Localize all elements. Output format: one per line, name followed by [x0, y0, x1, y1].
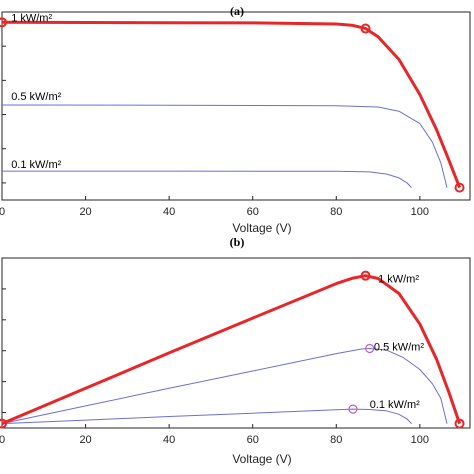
panel-title: (b) — [230, 235, 245, 249]
series-line — [2, 170, 412, 188]
x-tick-label: 100 — [411, 434, 429, 446]
x-tick-label: 0 — [0, 434, 5, 446]
x-tick-label: 100 — [411, 206, 429, 218]
x-tick-label: 60 — [247, 434, 259, 446]
series-label: 0.1 kW/m² — [370, 399, 420, 411]
chart-panel-a: 0 20 40 60 80 100 (a) Voltage (V) 0.5 kW/m² 0.1 k… — [0, 4, 471, 235]
series-line — [1, 20, 461, 189]
series-marker — [0, 17, 7, 28]
chart-panel-b: 0 20 40 60 80 100 (b) Voltage (V) 0.5 kW/m² 0.1 k… — [0, 235, 471, 466]
plot-frame — [1, 257, 471, 429]
series-line — [1, 348, 448, 425]
x-axis-label: Voltage (V) — [232, 452, 291, 466]
x-tick-label: 40 — [163, 434, 175, 446]
series-marker — [360, 23, 371, 34]
series-marker — [365, 343, 375, 354]
series-line — [1, 104, 448, 188]
plot-frame — [1, 11, 471, 201]
series-label: 1 kW/m² — [378, 273, 419, 285]
x-tick-label: 80 — [330, 434, 342, 446]
x-axis-label: Voltage (V) — [232, 221, 291, 235]
series-marker — [454, 182, 465, 193]
x-tick-label: 20 — [79, 206, 91, 218]
x-tick-label: 0 — [0, 206, 5, 218]
x-tick-label: 40 — [163, 206, 175, 218]
series-marker — [0, 418, 7, 429]
series-line — [1, 408, 412, 425]
series-label: 1 kW/m² — [11, 12, 52, 24]
series-marker — [454, 418, 465, 429]
x-tick-label: 80 — [330, 206, 342, 218]
panel-title: (a) — [230, 4, 244, 18]
series-marker — [360, 270, 371, 281]
x-tick-label: 60 — [247, 206, 259, 218]
x-tick-label: 20 — [79, 434, 91, 446]
series-line — [1, 274, 462, 425]
series-label: 0.5 kW/m² — [11, 91, 61, 103]
series-label: 0.1 kW/m² — [11, 159, 61, 171]
series-label: 0.5 kW/m² — [374, 342, 424, 354]
series-marker — [348, 404, 358, 414]
